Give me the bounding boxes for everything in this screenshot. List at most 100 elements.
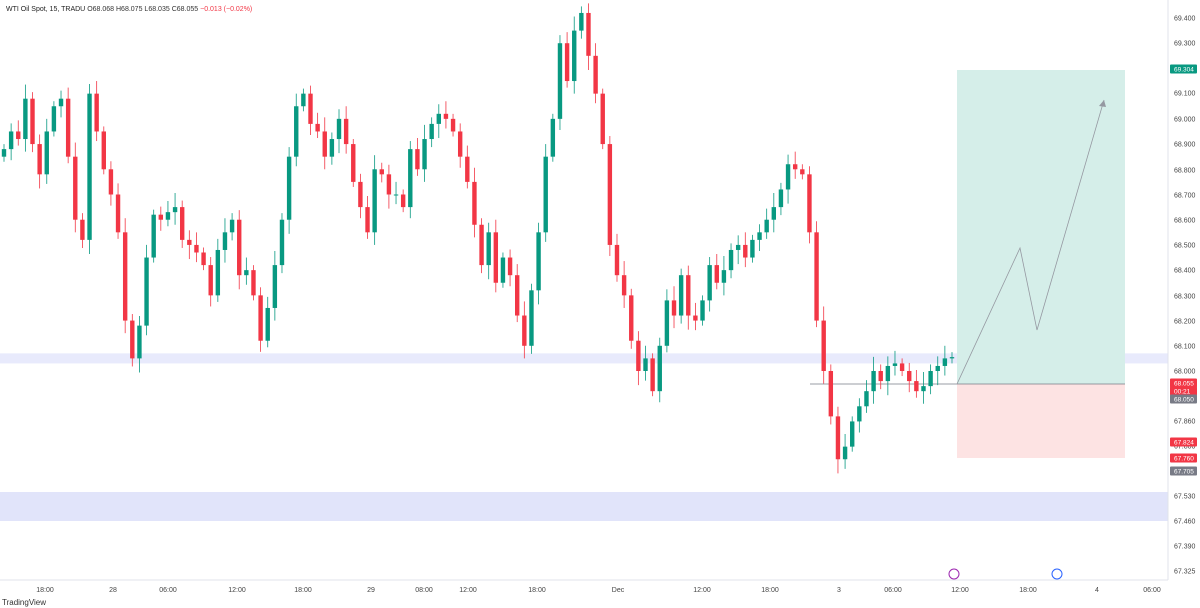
time-axis: 18:00 28 06:00 12:00 18:00 29 08:00 12:00 18:00 D… <box>36 587 1161 594</box>
candle-body <box>172 207 178 213</box>
candle-body <box>372 169 377 233</box>
legend-open: O68.068 <box>87 6 115 13</box>
candle-body <box>457 131 463 157</box>
candle-body <box>144 257 149 326</box>
candle-body <box>237 219 242 276</box>
price-tick-label: 68.100 <box>1174 344 1196 351</box>
us-flag-icon[interactable] <box>1051 568 1063 580</box>
candle-body <box>265 307 270 341</box>
candle-body <box>522 315 527 346</box>
time-tick-label: 29 <box>367 587 375 594</box>
candle-body <box>272 265 278 308</box>
stop-zone[interactable] <box>957 384 1125 458</box>
candle-body <box>308 93 313 124</box>
candle-body <box>586 12 591 56</box>
candle-body <box>486 232 491 266</box>
time-tick-label: Dec <box>612 587 625 594</box>
candle-body <box>814 232 819 321</box>
projection-path[interactable] <box>956 99 1105 385</box>
candle-body <box>222 232 228 250</box>
candle-body <box>315 123 320 132</box>
candle-body <box>351 144 356 182</box>
candle-body <box>415 149 420 170</box>
candle-body <box>657 345 662 392</box>
candle-body <box>151 214 156 258</box>
candle-body <box>294 106 299 157</box>
chart-legend: WTI Oil Spot, 15, TRADU O68.068 H68.075 … <box>6 6 252 13</box>
candle-body <box>258 295 263 341</box>
candle-body <box>379 169 384 175</box>
candle-body <box>864 391 869 407</box>
tradingview-logo[interactable]: TradingView <box>2 598 46 607</box>
candle-body <box>16 131 21 140</box>
candle-body <box>728 249 734 271</box>
candle-body <box>693 315 698 321</box>
candle-body <box>443 113 449 119</box>
projection-layer <box>956 99 1106 385</box>
time-tick-label: 18:00 <box>1019 587 1037 594</box>
zone-band <box>0 492 1168 521</box>
candle-body <box>678 275 684 316</box>
price-tick-label: 68.800 <box>1174 168 1196 175</box>
time-tick-label: 18:00 <box>761 587 779 594</box>
candle-body <box>73 156 78 220</box>
price-tick-label: 68.900 <box>1174 142 1196 149</box>
time-tick-label: 06:00 <box>1143 587 1161 594</box>
candle-body <box>686 275 691 316</box>
candle-body <box>58 98 64 107</box>
candle-body <box>1 149 7 157</box>
candle-body <box>51 106 57 132</box>
candle-body <box>607 144 613 245</box>
legend-low: L68.035 <box>144 6 170 13</box>
candle-body <box>785 164 791 190</box>
candle-body <box>800 169 805 175</box>
candle-body <box>935 365 940 371</box>
candle-body <box>429 123 434 140</box>
price-tag <box>1170 378 1197 388</box>
price-tag-text: 68.055 <box>1174 380 1194 387</box>
time-tick-label: 12:00 <box>459 587 477 594</box>
candle-body <box>650 358 655 392</box>
zone-band <box>0 353 1168 364</box>
price-tick-label: 68.300 <box>1174 294 1196 301</box>
candle-body <box>422 139 427 170</box>
candle-body <box>8 131 14 150</box>
time-tick-label: 28 <box>109 587 117 594</box>
event-flag-icon[interactable] <box>948 568 960 580</box>
candle-body <box>472 181 477 225</box>
price-tick-label: 68.000 <box>1174 369 1196 376</box>
price-tag-text: 67.705 <box>1174 468 1194 475</box>
time-tick-label: 12:00 <box>228 587 246 594</box>
price-tick-label: 67.800 <box>1174 444 1196 451</box>
candle-body <box>743 244 748 258</box>
candle-body <box>835 416 841 460</box>
price-tick-label: 68.700 <box>1174 193 1196 200</box>
candle-body <box>479 224 484 266</box>
candle-body <box>165 212 171 220</box>
candle-body <box>515 275 520 316</box>
candle-body <box>928 371 933 387</box>
candle-body <box>251 270 256 296</box>
price-tick-label: 67.460 <box>1174 519 1196 526</box>
candle-body <box>921 386 926 392</box>
price-tick-label: 68.200 <box>1174 319 1196 326</box>
candle-body <box>408 149 413 208</box>
candle-body <box>807 174 812 233</box>
candle-body <box>636 340 641 371</box>
target-zone[interactable] <box>957 70 1125 384</box>
candle-body <box>436 113 441 124</box>
legend-change: −0.013 (−0.02%) <box>200 6 253 13</box>
candle-body <box>194 244 199 253</box>
candle-body <box>65 98 71 157</box>
price-tick-label: 67.530 <box>1174 494 1196 501</box>
time-tick-label: 18:00 <box>528 587 546 594</box>
candle-body <box>301 93 306 107</box>
price-tick-label: 67.390 <box>1174 544 1196 551</box>
candle-body <box>878 371 883 382</box>
candle-body <box>80 219 85 240</box>
price-tag <box>1170 64 1197 74</box>
candle-body <box>208 265 213 296</box>
candle-body <box>643 358 648 371</box>
candle-body <box>137 325 142 359</box>
